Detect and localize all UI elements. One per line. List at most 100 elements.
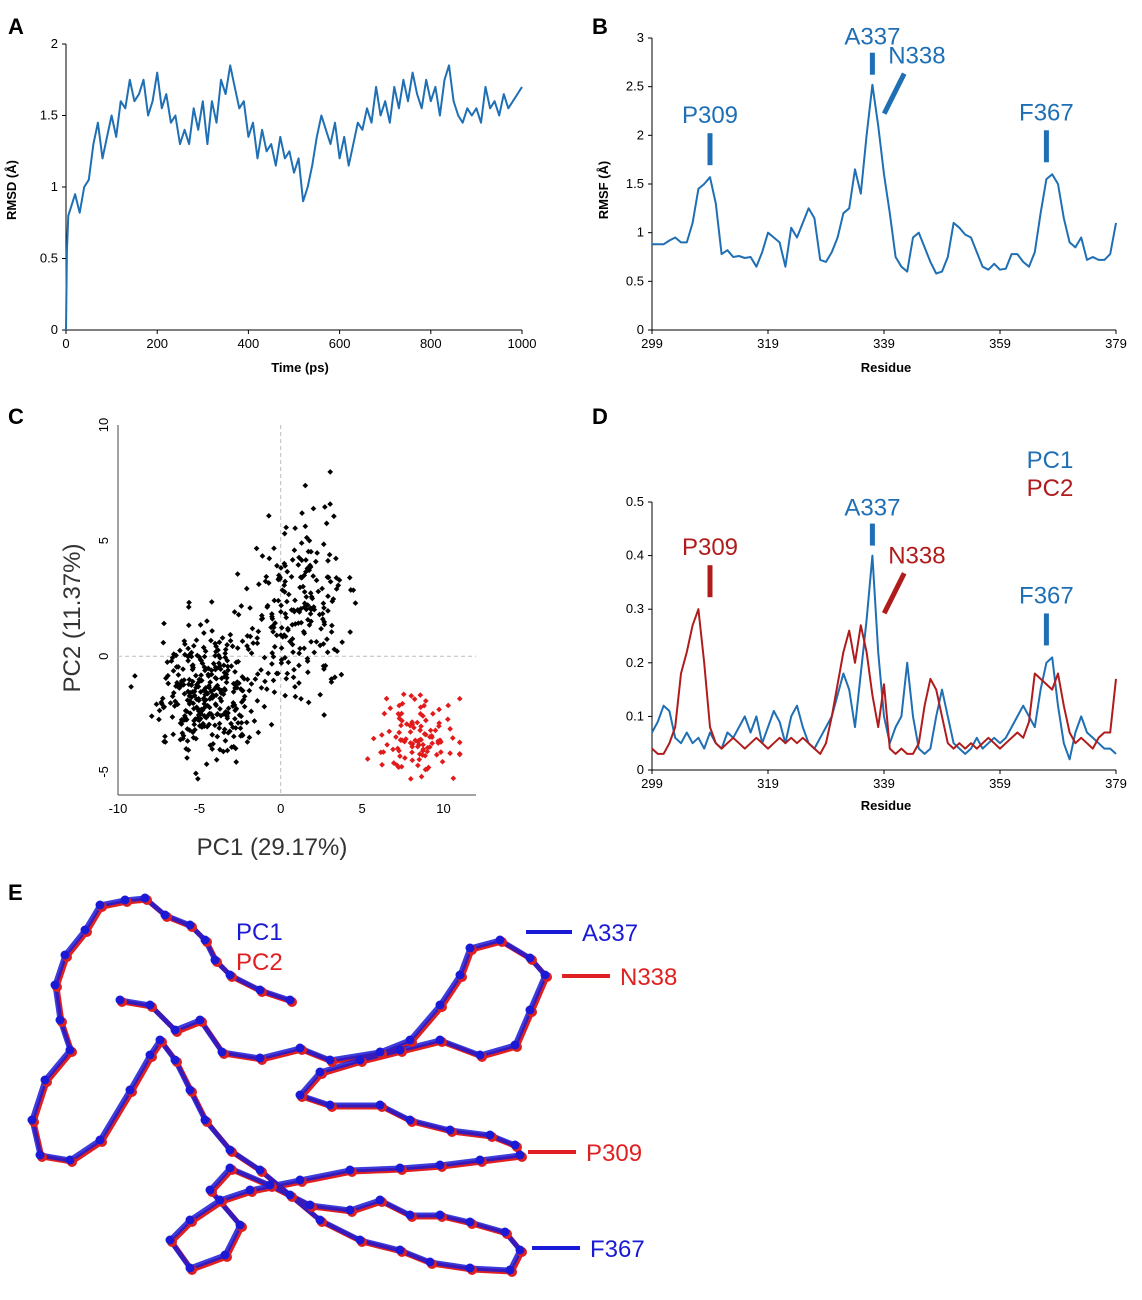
- scatter-point-red: [370, 735, 377, 742]
- scatter-point-black: [209, 628, 215, 634]
- y-tick-label: 1.5: [626, 176, 644, 191]
- scatter-point-black: [215, 647, 221, 653]
- atom-pc1: [225, 1163, 235, 1173]
- scatter-point-red: [397, 753, 403, 760]
- scatter-point-red: [436, 706, 442, 713]
- atom-pc1: [125, 1085, 135, 1095]
- scatter-point-black: [247, 605, 253, 611]
- scatter-point-black: [284, 568, 291, 575]
- atom-pc1: [345, 1205, 355, 1215]
- annotation-p309: P309: [682, 534, 738, 561]
- scatter-point-black: [305, 699, 312, 706]
- scatter-point-red: [456, 750, 463, 757]
- scatter-point-red: [417, 692, 424, 698]
- scatter-point-black: [309, 595, 316, 602]
- backbone-trace: [27, 893, 552, 1277]
- scatter-point-black: [174, 701, 181, 708]
- scatter-point-black: [318, 625, 324, 632]
- atom-pc1: [315, 1215, 325, 1225]
- scatter-point-black: [194, 715, 201, 722]
- scatter-point-black: [217, 666, 224, 672]
- scatter-point-black: [282, 578, 288, 585]
- x-tick-label: 0: [62, 336, 69, 351]
- x-tick-label: 5: [358, 801, 365, 816]
- scatter-point-black: [234, 679, 241, 685]
- atom-pc1: [255, 1053, 265, 1063]
- scatter-point-black: [216, 639, 223, 646]
- atom-pc1: [255, 985, 265, 995]
- scatter-point-black: [331, 513, 337, 520]
- structure-label-f367: F367: [590, 1236, 645, 1263]
- scatter-point-black: [281, 582, 288, 589]
- scatter-point-black: [298, 540, 305, 546]
- scatter-point-black: [233, 705, 240, 712]
- scatter-point-black: [329, 622, 335, 629]
- y-tick-label: 0.2: [626, 655, 644, 670]
- scatter-point-red: [445, 702, 452, 709]
- scatter-point-black: [169, 714, 176, 720]
- scatter-point-black: [288, 573, 295, 580]
- scatter-point-black: [161, 620, 167, 627]
- scatter-point-black: [200, 695, 207, 702]
- scatter-point-black: [339, 639, 345, 645]
- atom-pc1: [185, 1215, 195, 1225]
- scatter-point-black: [182, 641, 188, 647]
- scatter-point-black: [327, 578, 334, 585]
- atom-pc1: [140, 893, 150, 903]
- scatter-point-black: [296, 680, 302, 686]
- scatter-point-red: [425, 764, 432, 771]
- scatter-point-red: [401, 738, 408, 745]
- atom-pc1: [500, 1227, 510, 1237]
- x-tick-label: 359: [989, 336, 1011, 351]
- scatter-point-black: [178, 721, 185, 727]
- scatter-point-black: [185, 622, 192, 629]
- scatter-point-red: [411, 696, 418, 702]
- scatter-point-red: [400, 691, 407, 698]
- scatter-point-black: [266, 512, 272, 519]
- scatter-point-black: [278, 565, 284, 571]
- x-tick-label: -5: [194, 801, 206, 816]
- scatter-point-black: [333, 555, 339, 562]
- scatter-point-black: [230, 703, 236, 709]
- scatter-point-black: [227, 637, 234, 644]
- scatter-point-black: [165, 680, 172, 687]
- scatter-point-black: [184, 755, 190, 761]
- atom-pc1: [27, 1115, 37, 1125]
- atom-pc1: [220, 1250, 230, 1260]
- panel-b-chart: Residue RMSF (Å) 0 0.5 1 1.5 2 2.5 3 299 319 339 3…: [596, 24, 1127, 375]
- scatter-point-red: [420, 713, 426, 719]
- scatter-point-black: [327, 501, 333, 507]
- scatter-point-black: [331, 646, 338, 653]
- scatter-point-black: [241, 703, 248, 710]
- atom-pc1: [445, 1125, 455, 1135]
- scatter-point-black: [290, 674, 297, 681]
- scatter-point-black: [230, 724, 236, 731]
- scatter-point-black: [246, 687, 253, 694]
- scatter-point-black: [304, 658, 311, 664]
- scatter-point-black: [261, 703, 268, 710]
- scatter-point-black: [248, 681, 255, 687]
- atom-pc1: [475, 1155, 485, 1165]
- atom-pc1: [40, 1075, 50, 1085]
- scatter-point-black: [204, 690, 211, 697]
- scatter-point-black: [223, 671, 230, 678]
- atom-pc1: [95, 1135, 105, 1145]
- scatter-point-black: [310, 505, 317, 512]
- scatter-point-black: [284, 670, 291, 677]
- atom-pc1: [235, 1220, 245, 1230]
- scatter-point-black: [195, 683, 202, 690]
- scatter-point-red: [423, 717, 429, 724]
- scatter-point-black: [222, 708, 229, 715]
- scatter-point-black: [308, 638, 314, 645]
- y-tick-label: 0.5: [626, 494, 644, 509]
- scatter-point-black: [208, 671, 215, 678]
- scatter-point-black: [180, 666, 186, 672]
- scatter-point-black: [255, 729, 262, 736]
- scatter-point-red: [435, 740, 442, 746]
- scatter-point-black: [251, 718, 258, 724]
- scatter-point-black: [291, 666, 297, 673]
- scatter-point-black: [320, 600, 327, 607]
- scatter-point-black: [203, 761, 210, 767]
- x-tick-label: 10: [436, 801, 450, 816]
- scatter-point-black: [305, 616, 311, 623]
